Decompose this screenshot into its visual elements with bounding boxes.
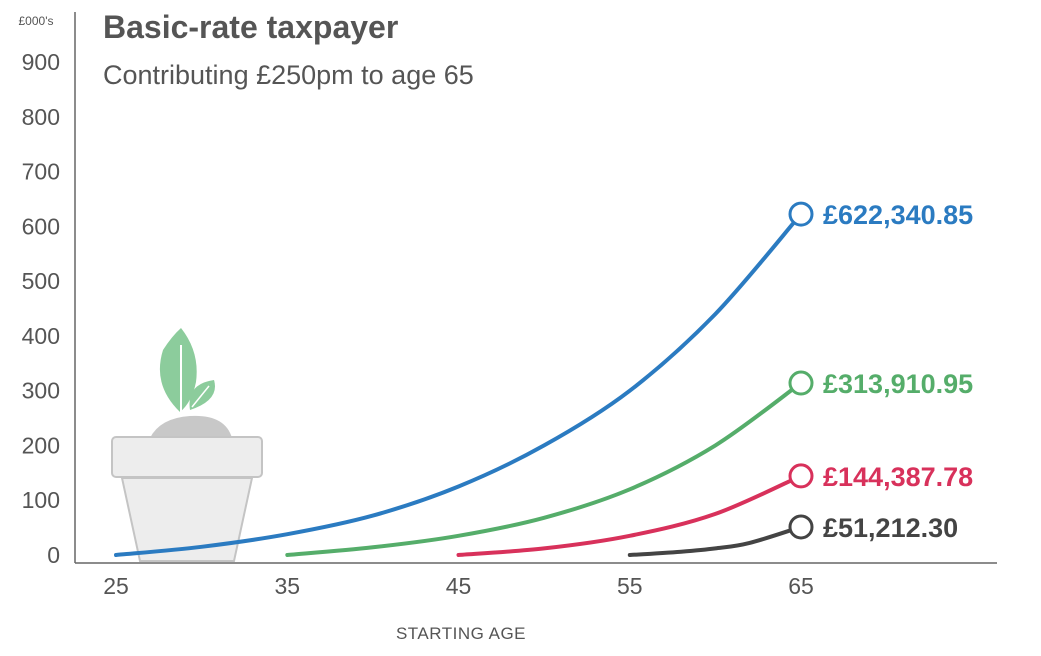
y-tick-label: 0 [47,542,60,568]
x-tick-label: 35 [274,573,300,599]
series-line-25 [114,212,803,557]
y-tick-label: 100 [22,487,60,513]
y-tick-label: 400 [22,323,60,349]
y-tick-label: 600 [22,213,60,239]
x-tick-label: 45 [446,573,472,599]
end-value-label-25: £622,340.85 [823,200,973,230]
chart-title: Basic-rate taxpayer [103,9,398,45]
y-tick-label: 300 [22,378,60,404]
end-value-label-35: £313,910.95 [823,369,973,399]
y-tick-label: 800 [22,104,60,130]
x-tick-labels: 25 35 45 55 65 [103,573,814,599]
end-marker-45 [788,463,814,489]
series-layer: £622,340.85 £313,910.95 £144,387.78 £51,212… [114,200,973,557]
end-marker-55 [788,514,814,540]
end-marker-25 [788,201,814,227]
chart-subtitle: Contributing £250pm to age 65 [103,60,474,90]
end-value-label-45: £144,387.78 [823,462,973,492]
unit-label: £000's [19,14,54,28]
end-value-label-55: £51,212.30 [823,513,958,543]
x-axis-label: STARTING AGE [396,624,526,643]
x-tick-label: 55 [617,573,643,599]
series-line-35 [285,381,803,557]
y-tick-label: 900 [22,49,60,75]
series-line-55 [627,524,803,557]
plant-pot-icon [111,328,263,562]
x-tick-label: 65 [788,573,814,599]
x-tick-label: 25 [103,573,129,599]
end-marker-35 [788,370,814,396]
y-tick-label: 700 [22,159,60,185]
y-tick-label: 200 [22,432,60,458]
y-tick-label: 500 [22,268,60,294]
y-tick-labels: 0 100 200 300 400 500 600 700 800 900 [22,49,60,568]
series-line-45 [456,473,803,557]
